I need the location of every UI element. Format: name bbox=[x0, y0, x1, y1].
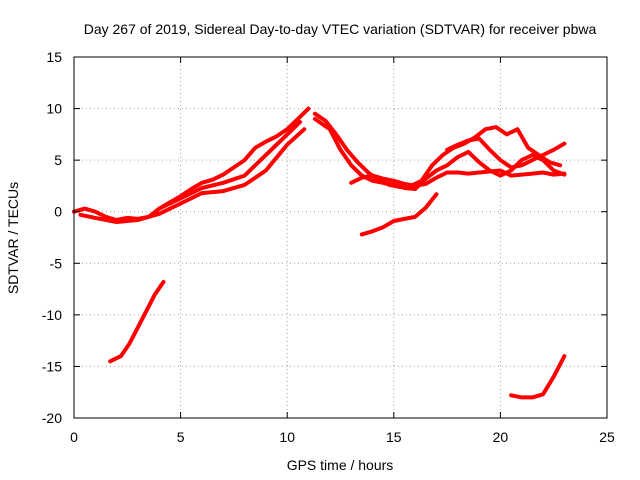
y-tick-label: -15 bbox=[42, 358, 62, 374]
x-tick-label: 10 bbox=[279, 429, 295, 445]
series-line-track-f bbox=[349, 168, 567, 188]
x-tick-label: 5 bbox=[177, 429, 185, 445]
series-line-track-c bbox=[157, 120, 302, 211]
axis-ticks bbox=[73, 56, 608, 419]
series-line-track-h bbox=[359, 192, 439, 237]
x-tick-labels: 0 5 10 15 20 25 bbox=[70, 429, 615, 445]
series-line-track-d bbox=[312, 111, 563, 189]
y-tick-label: -5 bbox=[50, 255, 63, 271]
x-tick-label: 15 bbox=[386, 429, 402, 445]
y-tick-label: -10 bbox=[42, 307, 62, 323]
x-tick-label: 25 bbox=[599, 429, 615, 445]
y-tick-label: 0 bbox=[54, 204, 62, 220]
data-series-layer bbox=[72, 106, 567, 400]
series-line-track-i bbox=[108, 279, 166, 364]
grid-lines bbox=[74, 57, 607, 418]
plot-frame bbox=[73, 56, 608, 419]
series-line-track-b bbox=[78, 127, 307, 224]
y-tick-label: -20 bbox=[42, 410, 62, 426]
series-line-track-e bbox=[312, 116, 567, 191]
x-tick-label: 20 bbox=[493, 429, 509, 445]
chart-title: Day 267 of 2019, Sidereal Day-to-day VTE… bbox=[84, 21, 597, 37]
series-line-track-g bbox=[445, 136, 567, 170]
x-tick-label: 0 bbox=[70, 429, 78, 445]
y-axis-label: SDTVAR / TECUs bbox=[5, 182, 21, 294]
series-line-track-j bbox=[509, 354, 567, 400]
y-tick-label: 10 bbox=[46, 101, 62, 117]
y-tick-label: 15 bbox=[46, 49, 62, 65]
y-tick-label: 5 bbox=[54, 152, 62, 168]
series-line-track-a bbox=[72, 106, 311, 222]
x-axis-label: GPS time / hours bbox=[287, 457, 394, 473]
y-tick-labels: -20 -15 -10 -5 0 5 10 15 bbox=[42, 49, 62, 426]
